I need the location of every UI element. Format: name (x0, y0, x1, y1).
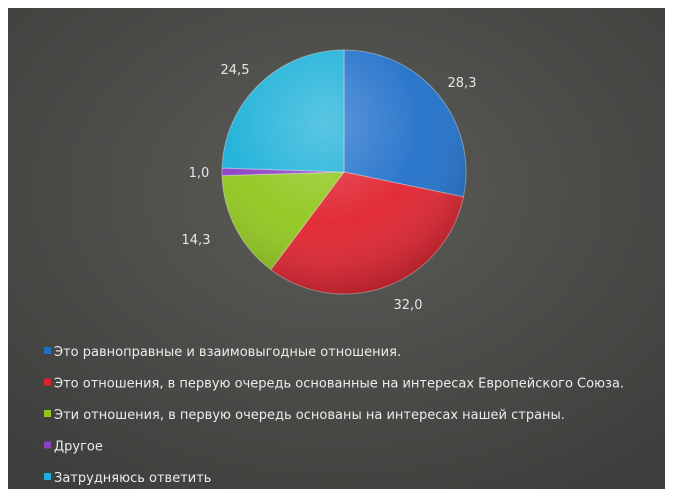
legend-marker-2 (44, 378, 51, 386)
legend: Это равноправные и взаимовыгодные отноше… (44, 345, 624, 486)
pie-slices (221, 49, 467, 295)
legend-item-1: Это равноправные и взаимовыгодные отноше… (44, 345, 401, 360)
data-label-4: 1,0 (189, 166, 210, 181)
legend-marker-5 (44, 473, 51, 480)
data-labels: 28,3 32,0 14,3 1,0 24,5 (182, 63, 477, 313)
legend-item-5: Затрудняюсь ответить (44, 471, 211, 486)
legend-marker-4 (44, 441, 51, 449)
legend-item-2: Это отношения, в первую очередь основанн… (44, 377, 624, 392)
legend-item-3: Эти отношения, в первую очередь основаны… (44, 408, 565, 423)
legend-label-5: Затрудняюсь ответить (54, 471, 211, 486)
legend-label-2: Это отношения, в первую очередь основанн… (54, 377, 624, 392)
legend-marker-1 (44, 347, 51, 354)
data-label-2: 32,0 (394, 298, 423, 313)
data-label-5: 24,5 (221, 63, 250, 78)
legend-marker-3 (44, 410, 51, 417)
legend-label-3: Эти отношения, в первую очередь основаны… (54, 408, 565, 423)
legend-label-4: Другое (54, 440, 103, 455)
legend-label-1: Это равноправные и взаимовыгодные отноше… (54, 345, 401, 360)
data-label-3: 14,3 (182, 233, 211, 248)
data-label-1: 28,3 (448, 76, 477, 91)
legend-item-4: Другое (44, 440, 103, 455)
